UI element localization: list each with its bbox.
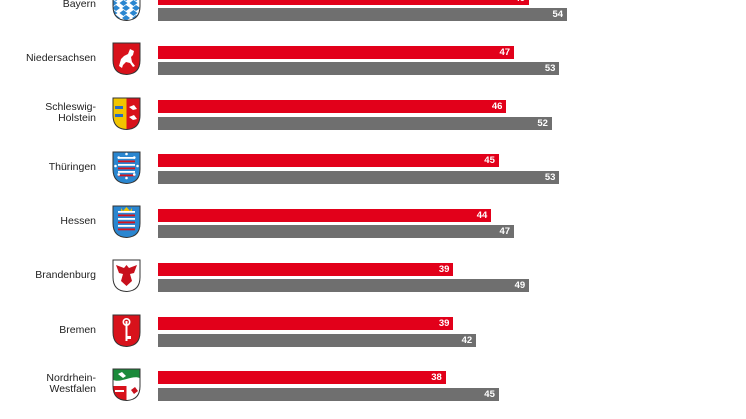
bar-series-grey: 42 (158, 333, 477, 347)
bar-series-red: 49 (158, 0, 530, 5)
category-label-line: Schleswig- (45, 101, 96, 113)
brandenburg-eagle-crest-icon (112, 259, 141, 293)
schleswig-holstein-lions-crest-icon (112, 97, 141, 130)
bar-series-grey: 52 (158, 116, 552, 130)
bavaria-lozenge-crest-icon (112, 0, 141, 22)
category-label: Bremen (0, 323, 96, 336)
bar-series-grey: 54 (158, 8, 568, 21)
bar-series-grey: 49 (158, 279, 530, 293)
category-label-line: Niedersachsen (25, 52, 96, 65)
data-label: 52 (537, 117, 548, 129)
bar-series-red: 46 (158, 100, 507, 113)
data-label: 44 (476, 209, 488, 221)
category-label-line: Holstein (58, 112, 96, 124)
category-label: Hessen (0, 216, 96, 227)
bar-series-red: 39 (158, 317, 454, 330)
data-label: 45 (484, 388, 495, 400)
category-label: Thüringen (0, 160, 96, 173)
data-label: 53 (544, 171, 556, 183)
category-label-line: Brandenburg (35, 269, 96, 282)
nrw-horse-crest-icon (112, 368, 141, 401)
category-label-line: Bayern (62, 0, 96, 10)
thuringia-lion-crest-icon (112, 151, 141, 184)
bar-series-grey: 53 (158, 62, 560, 76)
bar-series-red: 39 (158, 262, 454, 276)
category-label-line: Hessen (60, 215, 96, 227)
data-label: 47 (499, 46, 511, 58)
bar-series-grey: 53 (158, 170, 560, 184)
data-label: 38 (431, 372, 442, 384)
category-label-line: Nordrhein- (46, 372, 96, 385)
bremen-key-crest-icon (112, 314, 141, 347)
bar-series-red: 45 (158, 154, 499, 168)
data-label: 53 (544, 63, 556, 75)
data-label: 45 (484, 155, 495, 167)
category-label: Schleswig- Holstein (0, 102, 96, 124)
bar-series-red: 44 (158, 208, 492, 222)
bar-series-red: 38 (158, 371, 446, 385)
bar-series-grey: 45 (158, 387, 499, 401)
data-label: 39 (438, 318, 450, 329)
data-label: 49 (514, 280, 526, 292)
category-label: Niedersachsen (0, 53, 96, 64)
category-label-line: Thüringen (48, 160, 96, 173)
lower-saxony-horse-crest-icon (112, 42, 141, 76)
bar-series-grey: 47 (158, 225, 515, 238)
data-label: 49 (515, 0, 526, 5)
data-label: 54 (552, 9, 564, 20)
category-label-line: Bremen (59, 323, 96, 336)
hesse-lion-crest-icon (112, 205, 141, 239)
data-label: 47 (499, 226, 511, 237)
category-label: Bayern (0, 0, 96, 10)
data-label: 39 (438, 263, 450, 275)
data-label: 42 (461, 334, 473, 346)
category-label: Nordrhein- Westfalen (0, 373, 96, 395)
data-label: 46 (491, 101, 503, 112)
category-label: Brandenburg (0, 270, 96, 281)
bar-series-red: 47 (158, 45, 515, 59)
category-label-line: Westfalen (49, 383, 97, 396)
